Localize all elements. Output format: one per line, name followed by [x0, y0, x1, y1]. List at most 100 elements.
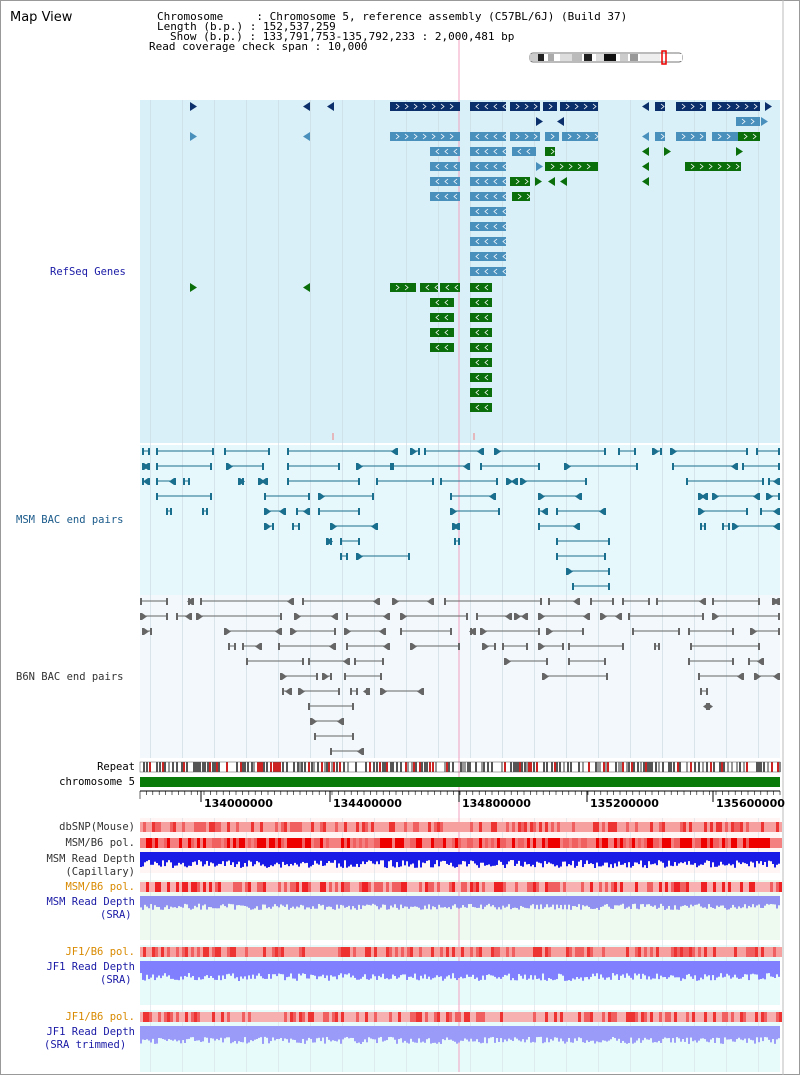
jf1-depth-trim-bar	[610, 1026, 612, 1040]
b6n-bac-pair-end	[200, 598, 202, 605]
refseq-gene[interactable]	[470, 328, 492, 337]
refseq-gene[interactable]	[736, 117, 760, 126]
refseq-gene[interactable]	[440, 283, 460, 292]
msm-pol-heat	[494, 838, 497, 848]
msm-pol-sra-heat	[707, 882, 710, 892]
jf1-pol-heat	[329, 947, 332, 957]
msm-pol-heat	[671, 838, 674, 848]
msm-pol-heat	[155, 838, 158, 848]
msm-depth-sra-bar	[666, 896, 668, 909]
jf1-depth-bar	[160, 961, 162, 979]
refseq-gene[interactable]	[676, 132, 706, 141]
msm-depth-sra-bar	[512, 896, 514, 908]
refseq-gene[interactable]	[390, 102, 460, 111]
jf1-depth-trim-bar	[488, 1026, 490, 1039]
jf1-depth-trim-bar	[338, 1026, 340, 1040]
b6n-bac-pair-end	[356, 688, 358, 695]
refseq-gene[interactable]	[470, 252, 507, 261]
refseq-gene[interactable]	[430, 177, 460, 186]
refseq-gene[interactable]	[545, 132, 559, 141]
track-label-msm-bac[interactable]: MSM BAC end pairs	[16, 514, 124, 526]
refseq-gene[interactable]	[676, 102, 706, 111]
refseq-gene[interactable]	[543, 102, 557, 111]
refseq-gene[interactable]	[390, 283, 416, 292]
refseq-gene[interactable]	[685, 162, 741, 171]
msm-pol-heat	[167, 838, 170, 848]
dbsnp-heat	[710, 822, 713, 832]
refseq-gene[interactable]	[712, 102, 760, 111]
track-label-b6n-bac[interactable]: B6N BAC end pairs	[16, 671, 124, 683]
jf1-depth-trim-bar	[608, 1026, 610, 1041]
refseq-gene[interactable]	[430, 162, 460, 171]
refseq-gene[interactable]	[545, 162, 598, 171]
refseq-gene[interactable]	[430, 343, 454, 352]
refseq-gene[interactable]	[470, 177, 507, 186]
refseq-gene[interactable]	[470, 298, 492, 307]
refseq-gene[interactable]	[470, 192, 507, 201]
repeat-element	[299, 762, 301, 772]
refseq-gene[interactable]	[470, 237, 507, 246]
dbsnp-heat	[611, 822, 614, 832]
msm-pol-heat	[380, 838, 383, 848]
jf1-pol-trim-heat	[173, 1012, 176, 1022]
refseq-gene[interactable]	[512, 147, 536, 156]
refseq-gene[interactable]	[470, 343, 492, 352]
jf1-depth-bar	[176, 961, 178, 980]
msm-depth-sra-bar	[756, 896, 758, 906]
refseq-gene[interactable]	[510, 177, 530, 186]
refseq-gene[interactable]	[390, 132, 460, 141]
refseq-gene[interactable]	[470, 388, 492, 397]
msm-pol-sra-heat	[758, 882, 761, 892]
gene-arrow	[664, 147, 671, 156]
dbsnp-heat	[740, 822, 743, 832]
jf1-depth-bar	[288, 961, 290, 977]
refseq-gene[interactable]	[470, 373, 492, 382]
refseq-gene[interactable]	[470, 313, 492, 322]
track-label-refseq[interactable]: RefSeq Genes	[50, 266, 126, 278]
msm-depth-capillary-bar	[164, 852, 166, 867]
refseq-gene[interactable]	[510, 132, 540, 141]
jf1-depth-bar	[272, 961, 274, 975]
jf1-depth-bar	[778, 961, 780, 977]
jf1-pol-heat	[545, 947, 548, 957]
msm-pol-heat	[257, 838, 260, 848]
refseq-gene[interactable]	[512, 192, 531, 201]
refseq-gene[interactable]	[430, 147, 460, 156]
jf1-depth-trim-bar	[238, 1026, 240, 1042]
jf1-pol-heat	[293, 947, 296, 957]
msm-pol-sra-heat	[602, 882, 605, 892]
refseq-gene[interactable]	[655, 102, 665, 111]
refseq-gene[interactable]	[470, 207, 507, 216]
refseq-gene[interactable]	[430, 313, 454, 322]
refseq-gene[interactable]	[430, 298, 454, 307]
gene-arrow	[736, 147, 743, 156]
msm-bac-pair-end	[346, 553, 348, 560]
jf1-pol-trim-heat	[656, 1012, 659, 1022]
refseq-gene[interactable]	[470, 147, 507, 156]
jf1-pol-heat	[452, 947, 455, 957]
coverage-span-info: Read coverage check span : 10,000	[149, 40, 368, 53]
refseq-gene[interactable]	[470, 358, 492, 367]
jf1-depth-bar	[436, 961, 438, 976]
refseq-gene[interactable]	[560, 102, 598, 111]
refseq-gene[interactable]	[510, 102, 540, 111]
refseq-gene[interactable]	[738, 132, 760, 141]
refseq-gene[interactable]	[655, 132, 665, 141]
refseq-gene[interactable]	[430, 328, 454, 337]
refseq-gene[interactable]	[545, 147, 555, 156]
jf1-pol-trim-heat	[236, 1012, 239, 1022]
refseq-gene[interactable]	[470, 162, 507, 171]
refseq-gene[interactable]	[470, 267, 507, 276]
dbsnp-heat	[584, 822, 587, 832]
refseq-gene[interactable]	[470, 403, 492, 412]
refseq-gene[interactable]	[430, 192, 460, 201]
refseq-gene[interactable]	[470, 222, 507, 231]
refseq-gene[interactable]	[420, 283, 439, 292]
refseq-gene[interactable]	[562, 132, 599, 141]
refseq-gene[interactable]	[470, 132, 507, 141]
jf1-depth-bar	[638, 961, 640, 974]
refseq-gene[interactable]	[470, 283, 492, 292]
refseq-gene[interactable]	[470, 102, 507, 111]
refseq-gene[interactable]	[712, 132, 738, 141]
